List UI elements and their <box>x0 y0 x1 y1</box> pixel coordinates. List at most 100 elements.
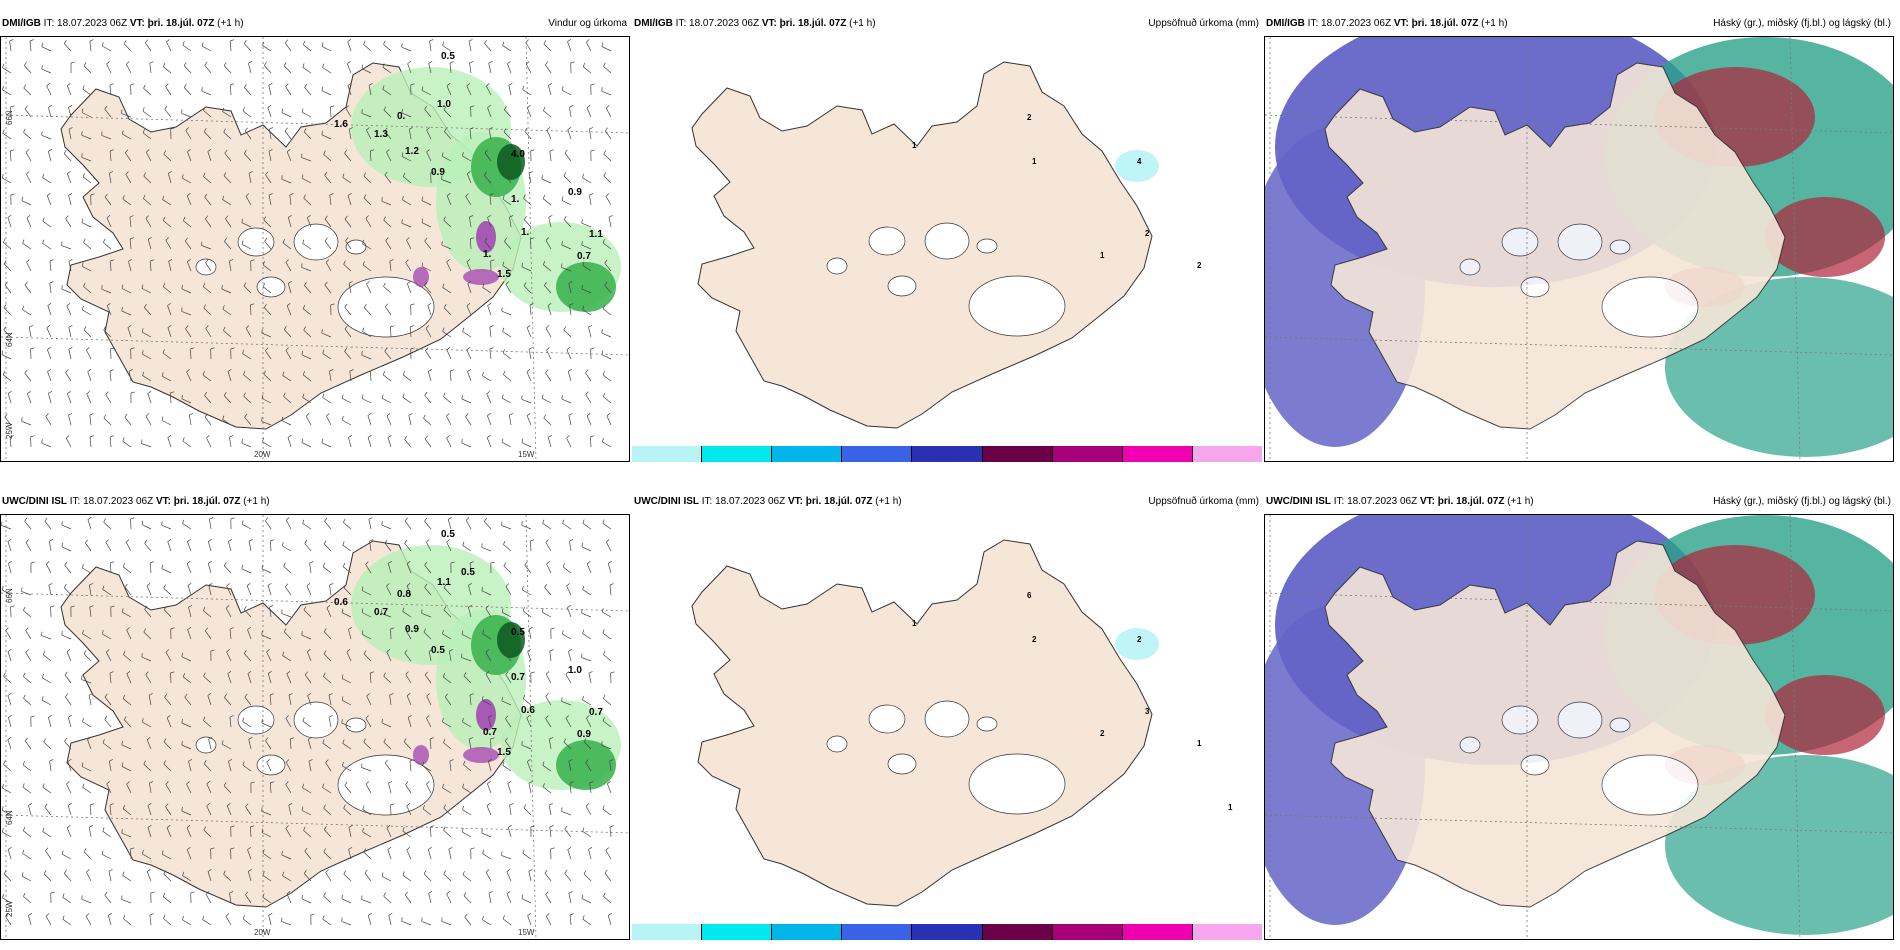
wind-barbs <box>1 39 613 448</box>
valid-time: þri. 18.júl. 07Z <box>1437 496 1505 507</box>
accum-value-label: 1 <box>912 141 917 150</box>
graticule <box>1265 37 1893 461</box>
precip-amount-label: 0.9 <box>431 167 445 178</box>
colorbar-cell: 10 <box>702 924 773 940</box>
accum-value-label: 2 <box>1032 635 1037 644</box>
longitude-label: 15W <box>518 928 535 937</box>
valid-time: þri. 18.júl. 07Z <box>805 496 873 507</box>
map-area[interactable]: 1214212110255075100150200400 <box>632 36 1262 462</box>
panel-header: UWC/DINI ISL IT: 18.07.2023 06Z VT: þri.… <box>2 496 270 507</box>
lead-time: (+1 h) <box>217 18 244 29</box>
longitude-label: 20W <box>254 928 271 937</box>
panel-header: UWC/DINI ISL IT: 18.07.2023 06Z VT: þri.… <box>632 492 1262 512</box>
map-area[interactable]: 0.5 1.1 0.8 0.6 0.7 0.9 0.5 0.5 0.7 1.0 0.6 0.7 0.9 0… <box>0 514 630 940</box>
precip-amount-label: 0. <box>397 111 406 122</box>
panel-header: DMI/IGB IT: 18.07.2023 06Z VT: þri. 18.j… <box>0 14 630 34</box>
panel-header: UWC/DINI ISL IT: 18.07.2023 06Z VT: þri.… <box>1264 492 1894 512</box>
model-name: UWC/DINI ISL <box>634 496 699 507</box>
precip-amount-label: 1.2 <box>405 146 419 157</box>
panel-title: Háský (gr.), miðský (fj.bl.) og lágský (… <box>1713 496 1891 507</box>
init-time: 18.07.2023 06Z <box>57 18 128 29</box>
panel-dmi-cloud: DMI/IGB IT: 18.07.2023 06Z VT: þri. 18.j… <box>1264 14 1894 462</box>
precip-amount-label: 1. <box>521 227 530 238</box>
colorbar: 110255075100150200400 <box>632 446 1262 462</box>
precip-amount-label: 0.7 <box>511 672 525 683</box>
accum-value-label: 2 <box>1137 635 1142 644</box>
init-time: 18.07.2023 06Z <box>83 496 154 507</box>
precip-amount-label: 1.5 <box>497 747 511 758</box>
valid-time: þri. 18.júl. 07Z <box>1411 18 1479 29</box>
precip-amount-label: 0.7 <box>577 251 591 262</box>
accum-value-label: 1 <box>1228 803 1233 812</box>
precip-amount-label: 1.6 <box>334 119 348 130</box>
model-name: UWC/DINI ISL <box>1266 496 1331 507</box>
valid-time: þri. 18.júl. 07Z <box>173 496 241 507</box>
latitude-label: 66N <box>5 588 14 603</box>
accum-value-label: 1 <box>1032 157 1037 166</box>
precip-amount-label: 0.6 <box>521 705 535 716</box>
map-area[interactable]: 16223211110255075100150200400 <box>632 514 1262 940</box>
precip-amount-label: 0.9 <box>405 624 419 635</box>
colorbar-cell: 100 <box>982 924 1053 940</box>
longitude-label: 20W <box>254 450 271 459</box>
accum-value-label: 2 <box>1145 229 1150 238</box>
accum-shading <box>1115 150 1159 182</box>
panel-uwc-wind: UWC/DINI ISL IT: 18.07.2023 06Z VT: þri.… <box>0 492 630 940</box>
panel-uwc-accum: UWC/DINI ISL IT: 18.07.2023 06Z VT: þri.… <box>632 492 1262 940</box>
map-area[interactable]: 0.5 1.0 0. 1.6 1.3 1.2 0.9 4.0 1. 0.9 1. 1.1 0.7 1. 1.… <box>0 36 630 462</box>
longitude-label: 25W <box>5 422 14 439</box>
precip-amount-label: 0.7 <box>589 707 603 718</box>
graticule <box>1 515 629 939</box>
model-name: DMI/IGB <box>2 18 41 29</box>
precip-amount-label: 1.5 <box>497 269 511 280</box>
graticule <box>1265 515 1893 939</box>
precip-amount-label: 1. <box>483 249 492 260</box>
lead-time: (+1 h) <box>243 496 270 507</box>
precip-amount-label: 0.9 <box>568 187 582 198</box>
colorbar-cell: 200 <box>1122 924 1193 940</box>
colorbar-cell: 75 <box>912 924 983 940</box>
valid-time: þri. 18.júl. 07Z <box>147 18 215 29</box>
panel-header: DMI/IGB IT: 18.07.2023 06Z VT: þri. 18.j… <box>1264 14 1894 34</box>
iceland-land <box>1324 540 1786 908</box>
precip-amount-label: 1. <box>511 194 520 205</box>
panel-dmi-accum: DMI/IGB IT: 18.07.2023 06Z VT: þri. 18.j… <box>632 14 1262 462</box>
accum-value-label: 4 <box>1137 157 1142 166</box>
colorbar-cell: 400 <box>1192 924 1262 940</box>
accum-shading <box>1115 628 1159 660</box>
precip-amount-label: 0.7 <box>483 727 497 738</box>
colorbar-cell: 150 <box>1052 924 1123 940</box>
lead-time: (+1 h) <box>1507 496 1534 507</box>
iceland-land <box>691 539 1153 907</box>
colorbar-cell: 1 <box>632 924 703 940</box>
precip-amount-label: 0.7 <box>374 607 388 618</box>
precip-amount-label: 0.5 <box>441 51 455 62</box>
lead-time: (+1 h) <box>875 496 902 507</box>
precip-amount-label: 4.0 <box>511 149 525 160</box>
map-area[interactable] <box>1264 36 1894 462</box>
precip-labels: 0.5 1.0 0. 1.6 1.3 1.2 0.9 4.0 1. 0.9 1. 1.1 0.7 1. 1.… <box>334 51 603 280</box>
panel-uwc-cloud: UWC/DINI ISL IT: 18.07.2023 06Z VT: þri.… <box>1264 492 1894 940</box>
map-area[interactable] <box>1264 514 1894 940</box>
accum-value-label: 2 <box>1100 729 1105 738</box>
accum-value-label: 2 <box>1027 113 1032 122</box>
accum-labels: 1 2 1 4 2 1 2 <box>912 113 1202 270</box>
longitude-label: 25W <box>5 900 14 917</box>
colorbar-cell: 50 <box>842 924 913 940</box>
colorbar-cell: 10 <box>702 446 773 462</box>
lead-time: (+1 h) <box>1481 18 1508 29</box>
precip-amount-label: 1.1 <box>589 229 603 240</box>
precip-amount-label: 0.5 <box>441 529 455 540</box>
precip-amount-label: 0.9 <box>577 729 591 740</box>
colorbar-cell: 25 <box>772 924 843 940</box>
panel-title: Háský (gr.), miðský (fj.bl.) og lágský (… <box>1713 18 1891 29</box>
precip-amount-label: 0.8 <box>397 589 411 600</box>
colorbar: 110255075100150200400 <box>632 924 1262 940</box>
precip-amount-label: 1.3 <box>374 129 388 140</box>
panel-title: Vindur og úrkoma <box>548 18 627 29</box>
colorbar-cell: 200 <box>1122 446 1193 462</box>
lead-time: (+1 h) <box>849 18 876 29</box>
colorbar-cell: 25 <box>772 446 843 462</box>
precip-amount-label: 0.6 <box>334 597 348 608</box>
accum-value-label: 2 <box>1197 261 1202 270</box>
